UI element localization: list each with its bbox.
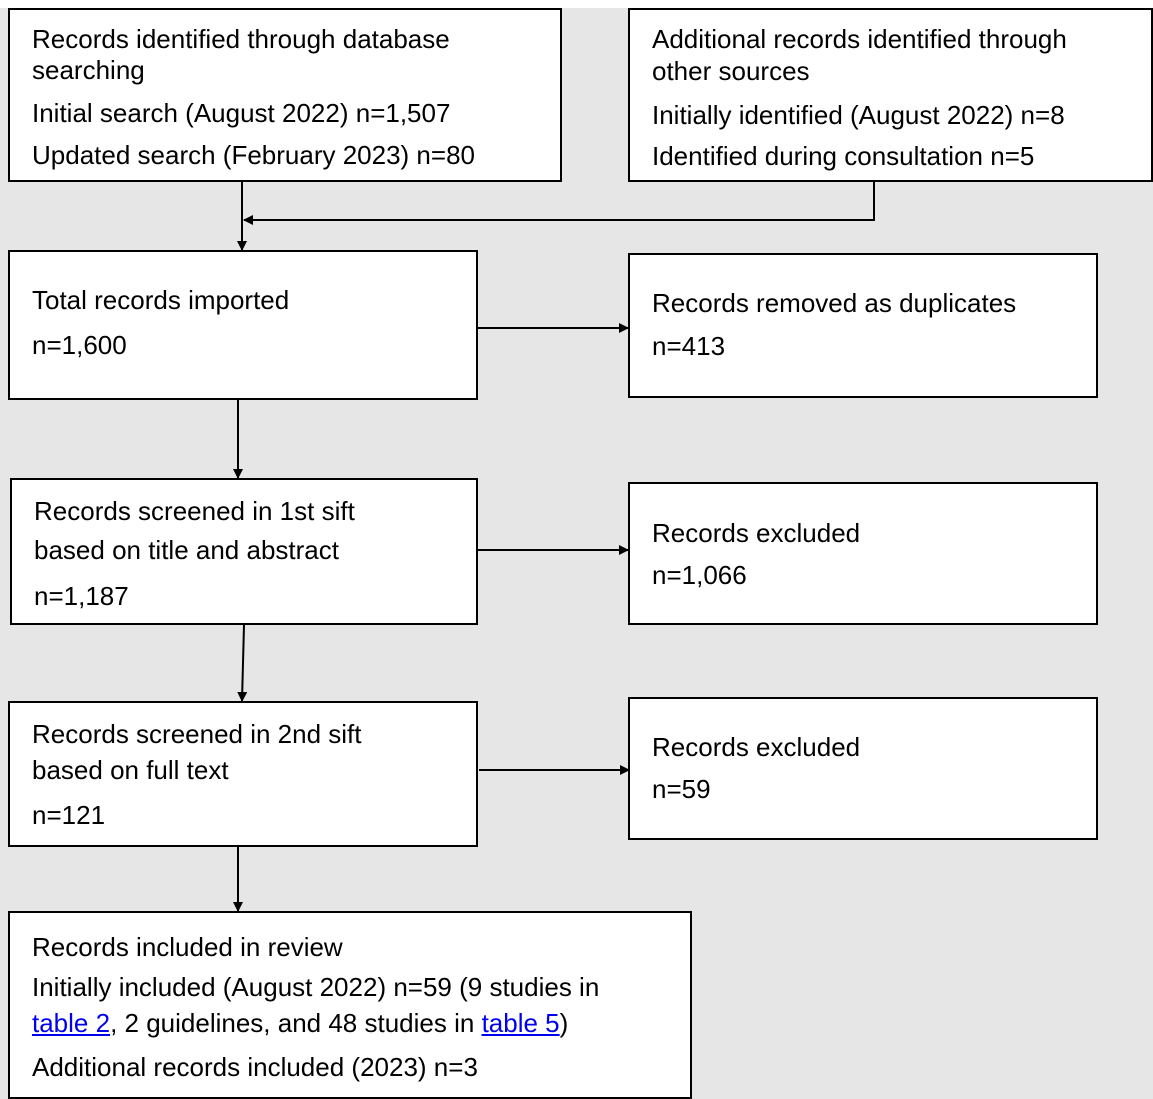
total-imported-count: n=1,600 — [32, 330, 127, 360]
box-included: Records included in review Initially inc… — [8, 911, 692, 1099]
second-sift-title-line2: based on full text — [32, 755, 229, 785]
box-database-search: Records identified through database sear… — [8, 8, 562, 182]
other-sources-title-line2: other sources — [652, 56, 810, 86]
included-additional: Additional records included (2023) n=3 — [32, 1052, 478, 1082]
first-sift-title-line2: based on title and abstract — [34, 535, 339, 565]
other-sources-initial: Initially identified (August 2022) n=8 — [652, 100, 1065, 130]
first-sift-count: n=1,187 — [34, 581, 129, 611]
second-sift-count: n=121 — [32, 800, 106, 830]
included-tables-mid: , 2 guidelines, and 48 studies in — [110, 1008, 482, 1038]
first-sift-title-line1: Records screened in 1st sift — [34, 496, 355, 526]
box-first-excluded: Records excluded n=1,066 — [628, 482, 1098, 625]
included-tables-end: ) — [559, 1008, 569, 1038]
included-initial: Initially included (August 2022) n=59 (9… — [32, 972, 600, 1002]
other-sources-title-line1: Additional records identified through — [652, 24, 1067, 54]
box-other-sources: Additional records identified through ot… — [628, 8, 1153, 182]
box-second-excluded: Records excluded n=59 — [628, 697, 1098, 840]
second-excluded-count: n=59 — [652, 774, 711, 804]
duplicates-title: Records removed as duplicates — [652, 288, 1017, 318]
table-5-link[interactable]: table 5 — [481, 1008, 560, 1038]
included-title: Records included in review — [32, 932, 343, 962]
first-excluded-count: n=1,066 — [652, 560, 747, 590]
second-excluded-title: Records excluded — [652, 732, 861, 762]
database-search-initial: Initial search (August 2022) n=1,507 — [32, 98, 451, 128]
table-2-link[interactable]: table 2 — [32, 1008, 111, 1038]
box-first-sift: Records screened in 1st sift based on ti… — [10, 478, 478, 625]
database-search-title-line1: Records identified through database — [32, 24, 450, 54]
box-duplicates: Records removed as duplicates n=413 — [628, 253, 1098, 398]
database-search-title-line2: searching — [32, 55, 145, 85]
other-sources-consultation: Identified during consultation n=5 — [652, 141, 1035, 171]
total-imported-title: Total records imported — [32, 285, 290, 315]
second-sift-title-line1: Records screened in 2nd sift — [32, 719, 362, 749]
duplicates-count: n=413 — [652, 331, 726, 361]
box-total-imported: Total records imported n=1,600 — [8, 250, 478, 400]
box-second-sift: Records screened in 2nd sift based on fu… — [8, 701, 478, 847]
included-tables-line: table 2, 2 guidelines, and 48 studies in… — [32, 1008, 568, 1039]
database-search-updated: Updated search (February 2023) n=80 — [32, 140, 475, 170]
first-excluded-title: Records excluded — [652, 518, 861, 548]
